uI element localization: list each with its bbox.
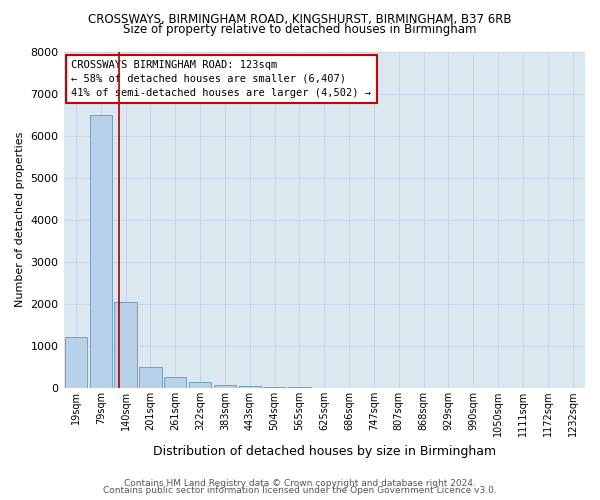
Text: CROSSWAYS BIRMINGHAM ROAD: 123sqm
← 58% of detached houses are smaller (6,407)
4: CROSSWAYS BIRMINGHAM ROAD: 123sqm ← 58% … bbox=[71, 60, 371, 98]
Bar bbox=[164, 378, 187, 388]
Bar bbox=[115, 302, 137, 388]
Bar bbox=[189, 382, 211, 388]
Text: Contains HM Land Registry data © Crown copyright and database right 2024.: Contains HM Land Registry data © Crown c… bbox=[124, 478, 476, 488]
Text: CROSSWAYS, BIRMINGHAM ROAD, KINGSHURST, BIRMINGHAM, B37 6RB: CROSSWAYS, BIRMINGHAM ROAD, KINGSHURST, … bbox=[88, 12, 512, 26]
Bar bbox=[239, 386, 261, 388]
Bar bbox=[89, 114, 112, 388]
Y-axis label: Number of detached properties: Number of detached properties bbox=[15, 132, 25, 308]
Bar bbox=[263, 387, 286, 388]
Bar bbox=[214, 385, 236, 388]
Bar bbox=[139, 367, 161, 388]
Text: Size of property relative to detached houses in Birmingham: Size of property relative to detached ho… bbox=[123, 22, 477, 36]
Bar bbox=[65, 338, 87, 388]
Text: Contains public sector information licensed under the Open Government Licence v3: Contains public sector information licen… bbox=[103, 486, 497, 495]
X-axis label: Distribution of detached houses by size in Birmingham: Distribution of detached houses by size … bbox=[153, 444, 496, 458]
